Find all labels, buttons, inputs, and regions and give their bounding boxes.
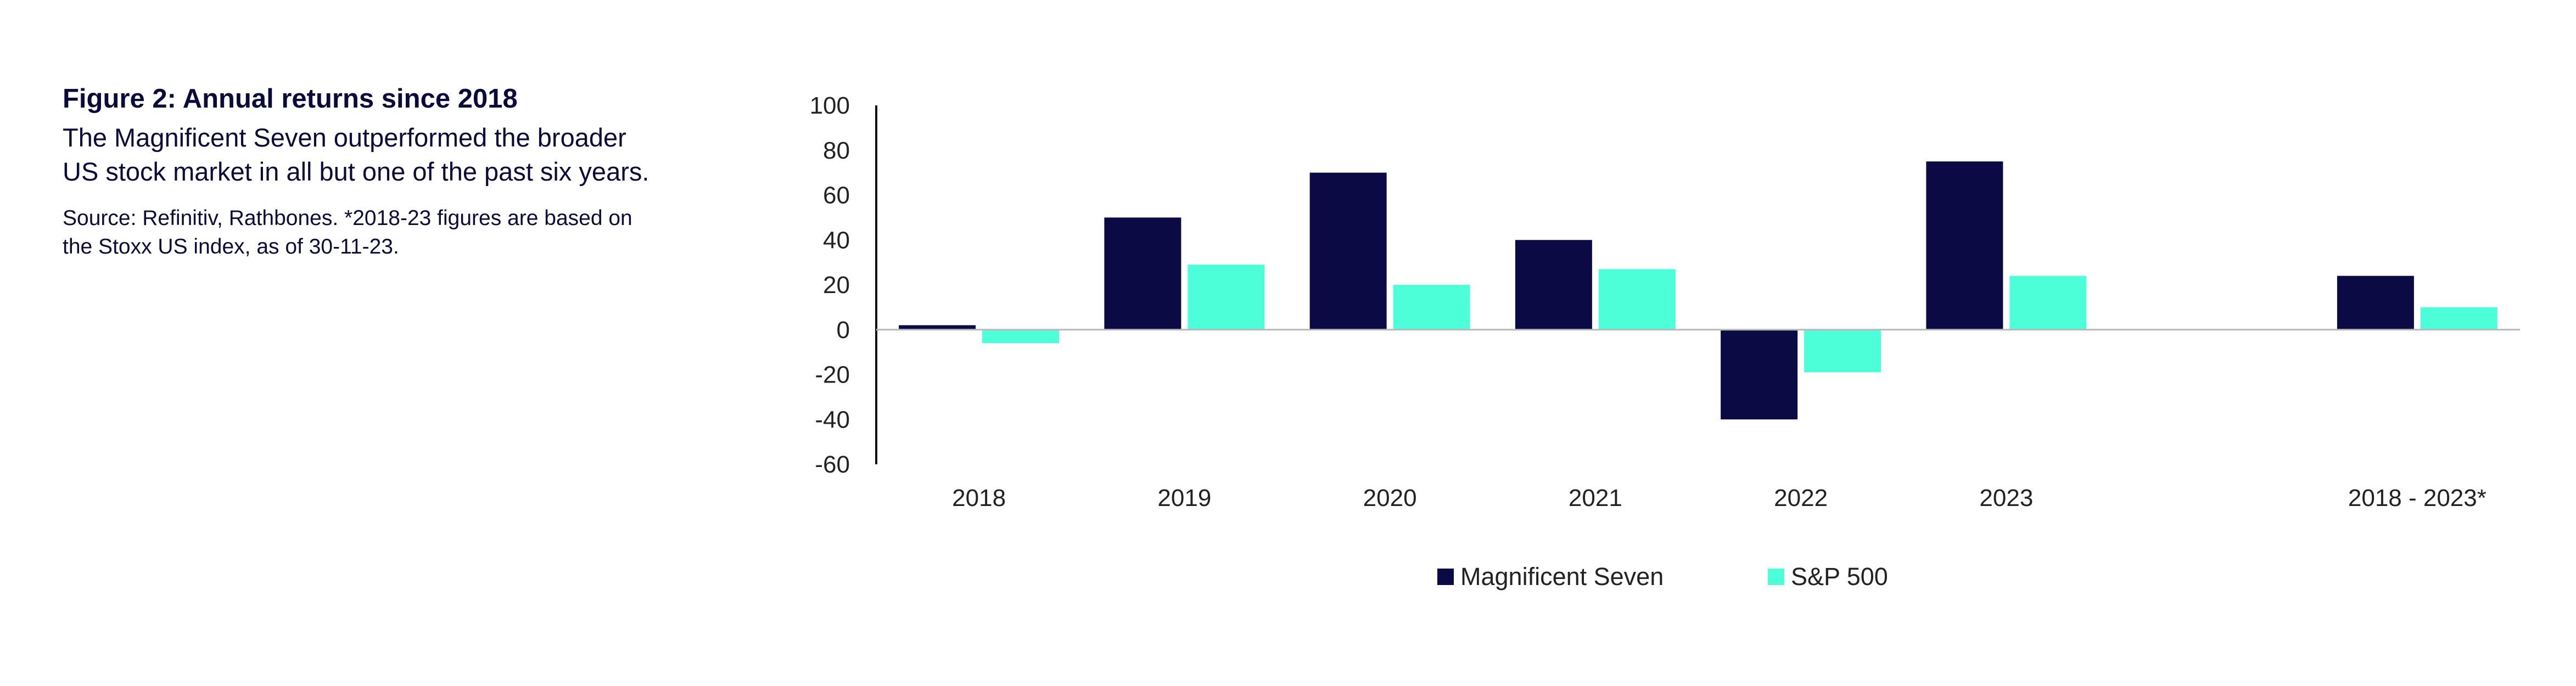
- y-tick-label: 20: [823, 272, 850, 299]
- x-tick-label: 2020: [1363, 485, 1417, 511]
- x-tick-label: 2018 - 2023*: [2348, 485, 2487, 511]
- bar-sp500: [1393, 285, 1470, 330]
- legend-label: S&P 500: [1791, 563, 1888, 591]
- y-tick-label: -20: [815, 362, 850, 389]
- text-panel: Figure 2: Annual returns since 2018 The …: [63, 82, 667, 261]
- y-tick-label: 80: [823, 137, 850, 164]
- y-tick-labels: 100 80 60 40 20 0 -20 -40 -60: [810, 92, 850, 478]
- y-tick-label: 60: [823, 182, 850, 209]
- x-tick-label: 2018: [952, 485, 1006, 511]
- bar-sp500: [1598, 269, 1676, 330]
- bar-magnificent-seven: [1104, 217, 1181, 330]
- bar-magnificent-seven: [1926, 161, 2003, 330]
- x-tick-label: 2019: [1157, 485, 1211, 511]
- bar-sp500: [982, 329, 1060, 344]
- y-tick-label: 0: [837, 317, 850, 344]
- legend-label: Magnificent Seven: [1460, 563, 1664, 591]
- x-tick-label: 2022: [1774, 485, 1828, 511]
- figure-title: Figure 2: Annual returns since 2018: [63, 84, 518, 114]
- bar-sp500: [1804, 329, 1881, 373]
- bar-magnificent-seven: [1721, 329, 1798, 420]
- legend: Magnificent Seven S&P 500: [1437, 563, 1888, 591]
- bar-magnificent-seven: [1309, 172, 1387, 330]
- legend-swatch: [1768, 569, 1784, 585]
- bar-magnificent-seven: [1515, 240, 1592, 330]
- x-tick-label: 2021: [1569, 485, 1622, 511]
- legend-swatch: [1437, 569, 1454, 585]
- source-note: Source: Refinitiv, Rathbones. *2018-23 f…: [63, 206, 632, 258]
- figure-subtitle: The Magnificent Seven outperformed the b…: [63, 123, 649, 186]
- bar-magnificent-seven: [2337, 275, 2414, 330]
- bar-sp500: [1188, 265, 1265, 330]
- bars-group: [899, 161, 2497, 420]
- bar-sp500: [2420, 307, 2497, 330]
- y-tick-label: 40: [823, 227, 850, 254]
- bar-magnificent-seven: [899, 325, 976, 330]
- y-tick-label: -40: [815, 406, 850, 433]
- x-tick-label: 2023: [1979, 485, 2033, 511]
- y-tick-label: -60: [815, 451, 850, 478]
- bar-sp500: [2009, 275, 2087, 330]
- x-tick-labels: 2018 2019 2020 2021 2022 2023 2018 - 2023*: [952, 485, 2487, 511]
- y-tick-label: 100: [810, 92, 850, 119]
